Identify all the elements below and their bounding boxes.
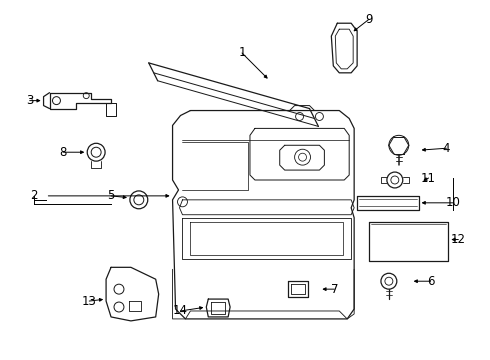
- Text: 14: 14: [173, 305, 188, 318]
- Text: 13: 13: [82, 294, 97, 307]
- Text: 3: 3: [26, 94, 33, 107]
- Text: 6: 6: [427, 275, 434, 288]
- Text: 2: 2: [30, 189, 37, 202]
- Text: 7: 7: [331, 283, 338, 296]
- Text: 12: 12: [451, 233, 466, 246]
- Text: 9: 9: [365, 13, 373, 26]
- Text: 1: 1: [238, 46, 246, 59]
- Text: 8: 8: [60, 146, 67, 159]
- Text: 5: 5: [107, 189, 115, 202]
- Text: 10: 10: [446, 196, 461, 209]
- Text: 4: 4: [442, 142, 450, 155]
- Text: 11: 11: [421, 171, 436, 185]
